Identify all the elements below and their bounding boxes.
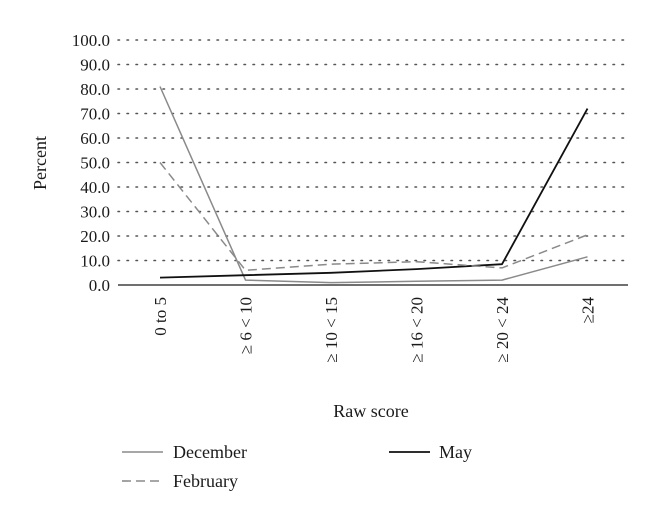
y-tick-label: 70.0 (80, 105, 110, 124)
y-axis-title: Percent (30, 136, 50, 190)
y-tick-label: 0.0 (89, 276, 110, 295)
y-tick-label: 50.0 (80, 154, 110, 173)
y-tick-label: 80.0 (80, 80, 110, 99)
x-tick-label: ≥ 6 < 10 (237, 297, 256, 354)
series-line-december (159, 86, 588, 284)
series-line-may (159, 108, 589, 279)
x-tick-label: ≥ 20 < 24 (493, 297, 512, 363)
x-tick-label: 0 to 5 (151, 297, 170, 336)
legend-item-february: February (122, 471, 238, 491)
y-tick-label: 10.0 (80, 252, 110, 271)
y-tick-label: 90.0 (80, 56, 110, 75)
legend-label-december: December (173, 442, 247, 462)
y-tick-label: 30.0 (80, 203, 110, 222)
grid-lines (117, 39, 629, 262)
x-tick-labels: 0 to 5 ≥ 6 < 10 ≥ 10 < 15 ≥ 16 < 20 ≥ 20 < 2… (151, 297, 598, 363)
x-tick-label: ≥24 (579, 297, 598, 324)
legend-item-may: May (389, 442, 472, 462)
y-tick-label: 100.0 (72, 31, 110, 50)
y-tick-label: 60.0 (80, 129, 110, 148)
legend-label-february: February (173, 471, 238, 491)
y-tick-label: 20.0 (80, 227, 110, 246)
legend-item-december: December (122, 442, 247, 462)
legend-label-may: May (439, 442, 472, 462)
x-tick-label: ≥ 16 < 20 (408, 297, 427, 363)
x-axis-title: Raw score (333, 401, 408, 421)
y-tick-labels: 0.0 10.0 20.0 30.0 40.0 50.0 60.0 70.0 80.0 90.0 1… (72, 31, 110, 295)
series-lines (159, 86, 589, 284)
legend: December May February (122, 442, 472, 491)
series-line-february (159, 162, 588, 272)
x-tick-label: ≥ 10 < 15 (322, 297, 341, 363)
y-tick-label: 40.0 (80, 178, 110, 197)
